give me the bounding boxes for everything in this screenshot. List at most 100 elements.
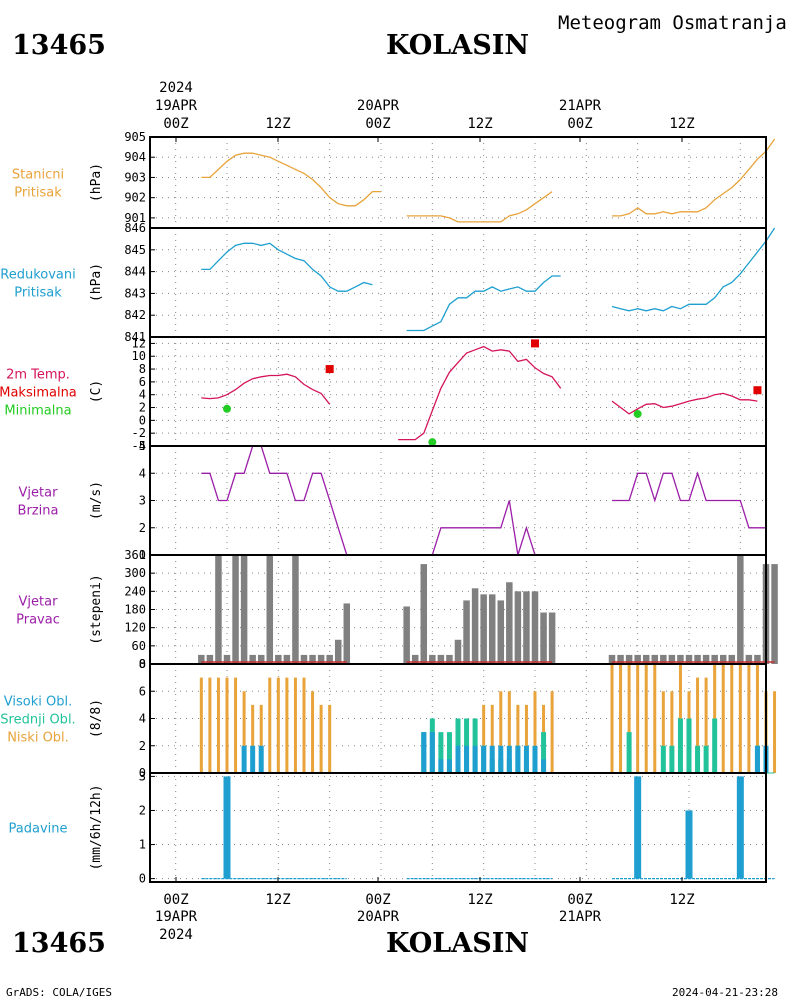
y-tick-label: 904 bbox=[124, 150, 146, 164]
tmin-marker bbox=[223, 404, 231, 413]
cloud-low-bar bbox=[285, 677, 289, 773]
wind-dir-bar bbox=[283, 654, 291, 664]
cloud-low-bar bbox=[747, 664, 751, 773]
cloud-high-bar bbox=[250, 745, 256, 773]
panel-station_pressure: 901 902 903 904 905 (hPa) Stanicni Pritisak bbox=[12, 130, 776, 229]
wind-dir-bar bbox=[480, 594, 487, 664]
wind-dir-bar bbox=[198, 654, 205, 664]
panel-label: Vjetar bbox=[19, 486, 59, 501]
panel-clouds: 0 2 4 6 8 (8/8) Visoki Obl. Srednji Obl. Niski O… bbox=[0, 657, 777, 780]
cloud-low-bar bbox=[730, 664, 734, 773]
wind-dir-bar bbox=[223, 654, 231, 664]
panel-frame bbox=[149, 336, 767, 447]
cloud-low-bar bbox=[242, 691, 246, 773]
cloud-low-bar bbox=[259, 704, 263, 773]
cloud-low-bar bbox=[773, 691, 777, 773]
wind-dir-bar bbox=[737, 555, 744, 664]
cloud-mid-bar bbox=[686, 718, 692, 773]
wind-dir-bar bbox=[514, 591, 522, 664]
cloud-mid-bar bbox=[438, 732, 444, 773]
panel-label: Brzina bbox=[18, 504, 59, 519]
panel-label: Padavine bbox=[9, 822, 68, 837]
series-line bbox=[201, 373, 331, 405]
series-line bbox=[612, 471, 766, 529]
y-tick-label: 842 bbox=[124, 308, 146, 322]
wind-dir-bar bbox=[497, 600, 505, 664]
y-tick-label: 0 bbox=[139, 413, 146, 427]
wind-dir-bar bbox=[660, 654, 667, 664]
series-line bbox=[201, 152, 381, 207]
date-label-top: 19APR bbox=[155, 98, 198, 114]
cloud-low-bar bbox=[627, 664, 631, 773]
wind-dir-bar bbox=[240, 555, 248, 664]
y-tick-label: 0 bbox=[139, 872, 146, 886]
panel-label: Niski Obl. bbox=[7, 731, 69, 746]
cloud-low-bar bbox=[738, 664, 742, 773]
y-tick-label: 903 bbox=[124, 170, 146, 184]
wind-dir-bar bbox=[506, 582, 513, 664]
cloud-low-bar bbox=[524, 704, 528, 773]
wind-dir-bar bbox=[617, 654, 624, 664]
wind-dir-bar bbox=[548, 612, 556, 664]
wind-dir-bar bbox=[275, 654, 282, 664]
cloud-low-bar bbox=[225, 677, 229, 773]
time-tick-label-top: 00Z bbox=[567, 116, 592, 132]
panel-frame bbox=[149, 772, 767, 883]
cloud-low-bar bbox=[670, 691, 674, 773]
series-line bbox=[398, 345, 562, 441]
cloud-low-bar bbox=[268, 677, 272, 773]
wind-dir-bar bbox=[651, 654, 659, 664]
y-tick-label: 845 bbox=[124, 243, 146, 257]
tmin-marker bbox=[428, 438, 437, 447]
cloud-low-bar bbox=[610, 664, 614, 773]
panel-reduced_pressure: 841 842 843 844 845 846 (hPa) Redukovani Pritisa… bbox=[0, 221, 776, 344]
wind-dir-bar bbox=[463, 600, 470, 664]
cloud-high-bar bbox=[515, 745, 521, 773]
cloud-high-bar bbox=[541, 759, 547, 773]
wind-dir-bar bbox=[429, 654, 436, 664]
wind-dir-bar bbox=[685, 654, 693, 664]
time-tick-label-top: 00Z bbox=[365, 116, 390, 132]
y-tick-label: 4 bbox=[139, 388, 146, 402]
wind-dir-bar bbox=[437, 654, 445, 664]
panel-label: Vjetar bbox=[19, 595, 59, 610]
tmax-marker bbox=[753, 386, 762, 395]
y-tick-label: 1 bbox=[139, 838, 146, 852]
cloud-high-bar bbox=[472, 745, 478, 773]
y-tick-label: 2 bbox=[139, 401, 146, 415]
cloud-high-bar bbox=[429, 732, 435, 773]
y-tick-label: 902 bbox=[124, 191, 146, 205]
cloud-low-bar bbox=[216, 677, 220, 773]
timestamp-text: 2024-04-21-23:28 bbox=[672, 986, 778, 999]
cloud-low-bar bbox=[234, 677, 238, 773]
y-tick-label: 8 bbox=[139, 657, 146, 671]
cloud-low-bar bbox=[550, 691, 554, 773]
cloud-mid-bar bbox=[626, 732, 632, 773]
cloud-high-bar bbox=[523, 745, 529, 773]
y-tick-label: 240 bbox=[124, 584, 146, 598]
cloud-high-bar bbox=[438, 759, 444, 773]
series-line bbox=[201, 445, 348, 556]
y-tick-label: 0 bbox=[139, 657, 146, 671]
cloud-low-bar bbox=[696, 677, 700, 773]
header: 13465 KOLASIN Meteogram Osmatranja bbox=[0, 0, 800, 80]
y-tick-label: 10 bbox=[132, 349, 146, 363]
y-tick-label: 4 bbox=[139, 466, 146, 480]
panel-label: Minimalna bbox=[4, 404, 71, 419]
cloud-high-bar bbox=[489, 745, 495, 773]
wind-dir-bar bbox=[642, 654, 650, 664]
cloud-high-bar bbox=[464, 745, 470, 773]
date-label-bottom: 20APR bbox=[357, 909, 400, 925]
series-line bbox=[406, 275, 561, 332]
series-line bbox=[611, 392, 758, 415]
wind-dir-bar bbox=[420, 564, 428, 664]
y-tick-label: -4 bbox=[132, 439, 146, 453]
wind-dir-bar bbox=[403, 606, 410, 664]
footer-station-id: 13465 bbox=[12, 928, 106, 959]
cloud-mid-bar bbox=[446, 732, 452, 773]
year-label-bottom: 2024 bbox=[159, 927, 193, 943]
panel-label: Pravac bbox=[16, 613, 60, 628]
cloud-low-bar bbox=[661, 691, 665, 773]
